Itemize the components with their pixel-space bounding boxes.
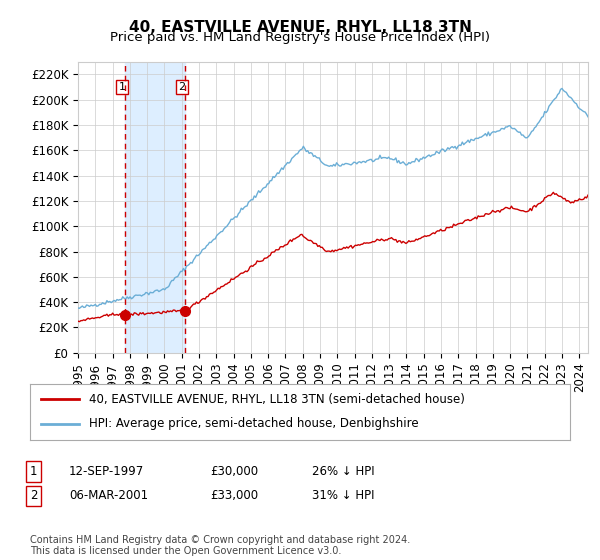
Text: 2: 2 (179, 82, 185, 92)
Text: 1: 1 (119, 82, 125, 92)
Text: 40, EASTVILLE AVENUE, RHYL, LL18 3TN (semi-detached house): 40, EASTVILLE AVENUE, RHYL, LL18 3TN (se… (89, 393, 465, 406)
Bar (125, 62, 185, 353)
Text: 2: 2 (30, 489, 37, 502)
Text: 12-SEP-1997: 12-SEP-1997 (69, 465, 144, 478)
Text: £30,000: £30,000 (210, 465, 258, 478)
Text: 06-MAR-2001: 06-MAR-2001 (69, 489, 148, 502)
Text: HPI: Average price, semi-detached house, Denbighshire: HPI: Average price, semi-detached house,… (89, 417, 419, 431)
Text: 1: 1 (30, 465, 37, 478)
Text: £33,000: £33,000 (210, 489, 258, 502)
Text: Contains HM Land Registry data © Crown copyright and database right 2024.
This d: Contains HM Land Registry data © Crown c… (30, 535, 410, 557)
Text: 26% ↓ HPI: 26% ↓ HPI (312, 465, 374, 478)
Text: 31% ↓ HPI: 31% ↓ HPI (312, 489, 374, 502)
Text: Price paid vs. HM Land Registry's House Price Index (HPI): Price paid vs. HM Land Registry's House … (110, 31, 490, 44)
Text: 40, EASTVILLE AVENUE, RHYL, LL18 3TN: 40, EASTVILLE AVENUE, RHYL, LL18 3TN (128, 20, 472, 35)
